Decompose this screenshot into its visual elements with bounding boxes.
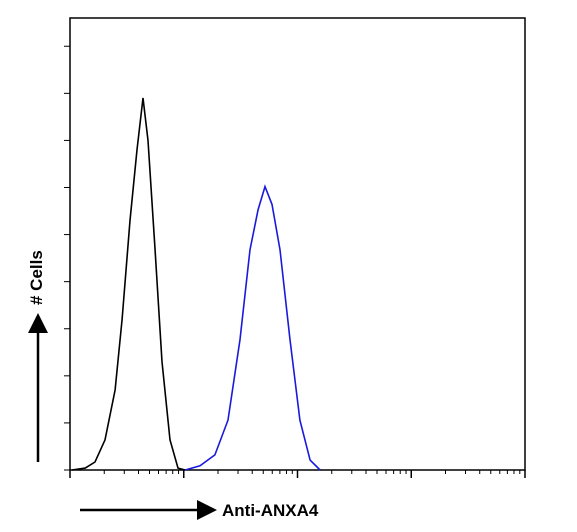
y-axis-label: # Cells	[27, 250, 46, 305]
histogram-line	[71, 97, 186, 471]
histogram-line	[184, 184, 321, 471]
x-axis-label: Anti-ANXA4	[222, 501, 319, 520]
